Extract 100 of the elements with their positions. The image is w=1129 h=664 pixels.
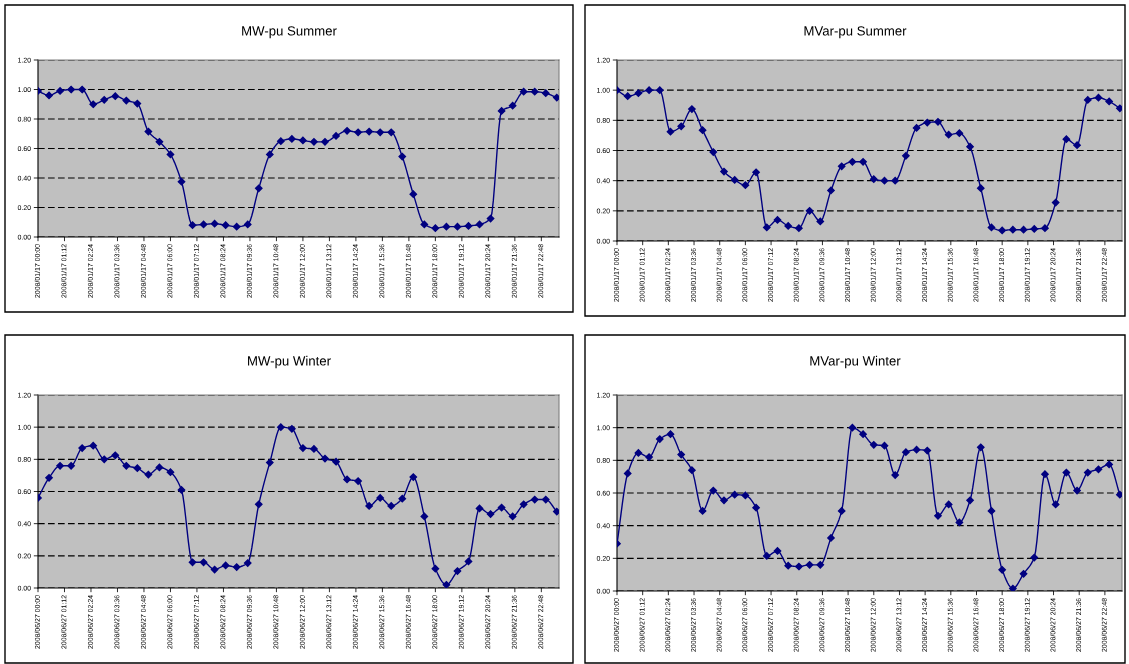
point — [645, 86, 653, 95]
point — [376, 494, 385, 502]
point — [709, 148, 718, 156]
point — [486, 214, 495, 223]
point — [730, 176, 739, 184]
point — [762, 552, 771, 560]
point — [987, 507, 996, 515]
point — [199, 558, 208, 567]
point — [848, 423, 857, 432]
point — [299, 444, 307, 452]
point — [431, 564, 440, 573]
point — [848, 157, 857, 166]
point — [519, 87, 528, 96]
point — [144, 127, 153, 136]
point — [464, 222, 473, 230]
point — [634, 449, 643, 457]
point — [891, 176, 900, 185]
point — [912, 445, 921, 454]
point — [67, 461, 75, 470]
point — [111, 451, 120, 460]
point — [254, 500, 263, 509]
point — [299, 136, 307, 145]
point — [552, 507, 559, 516]
point — [1009, 225, 1017, 234]
point — [177, 486, 186, 494]
point — [265, 458, 274, 467]
point — [816, 217, 825, 226]
point — [89, 441, 98, 450]
point — [343, 126, 351, 135]
point — [530, 87, 539, 96]
point — [100, 95, 109, 104]
point — [321, 138, 329, 146]
point — [998, 226, 1007, 235]
point — [827, 186, 835, 195]
point — [677, 122, 686, 131]
point — [210, 219, 219, 228]
point — [254, 184, 263, 193]
point — [442, 580, 451, 588]
point — [310, 445, 318, 453]
point — [976, 443, 985, 452]
point — [741, 181, 750, 190]
point — [730, 490, 739, 499]
point — [944, 500, 953, 509]
point — [827, 534, 835, 542]
point — [288, 424, 296, 433]
point — [752, 503, 760, 512]
point — [1083, 96, 1092, 104]
point — [508, 512, 517, 521]
point — [677, 450, 686, 459]
point — [508, 101, 517, 110]
point — [623, 92, 632, 101]
point — [1051, 198, 1060, 207]
point — [784, 222, 793, 230]
point — [1009, 584, 1017, 591]
point — [655, 86, 664, 95]
point — [100, 455, 109, 464]
chart-title: MVar-pu Summer — [804, 26, 907, 39]
point — [987, 223, 996, 232]
point — [376, 128, 385, 137]
point — [698, 126, 707, 134]
point — [277, 423, 285, 432]
point — [343, 475, 351, 484]
point — [288, 135, 296, 143]
point — [442, 222, 451, 231]
point — [67, 85, 75, 94]
point — [221, 221, 230, 230]
point — [232, 222, 241, 231]
point — [1073, 486, 1081, 495]
point — [354, 477, 362, 485]
point — [720, 496, 728, 505]
point — [623, 469, 632, 478]
point — [976, 184, 985, 193]
point — [321, 454, 329, 463]
point — [210, 565, 219, 574]
point — [934, 118, 942, 126]
point — [122, 96, 131, 105]
point — [332, 457, 340, 466]
point — [387, 502, 396, 510]
point — [310, 138, 318, 146]
point — [998, 565, 1007, 574]
point — [1094, 93, 1103, 102]
point — [464, 557, 473, 566]
point — [1019, 225, 1028, 234]
point — [666, 430, 675, 439]
point — [144, 470, 153, 479]
point — [243, 559, 252, 567]
point — [666, 127, 675, 136]
point — [934, 512, 942, 520]
point — [944, 130, 953, 139]
point — [773, 547, 782, 555]
point — [1041, 224, 1049, 233]
point — [709, 486, 718, 495]
point — [177, 177, 186, 186]
point — [902, 151, 910, 160]
point — [923, 446, 932, 455]
point — [645, 453, 653, 461]
point — [1105, 97, 1113, 106]
point — [805, 206, 814, 215]
point — [1062, 135, 1071, 144]
point — [955, 129, 964, 137]
